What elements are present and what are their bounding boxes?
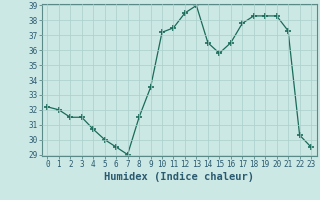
X-axis label: Humidex (Indice chaleur): Humidex (Indice chaleur): [104, 172, 254, 182]
